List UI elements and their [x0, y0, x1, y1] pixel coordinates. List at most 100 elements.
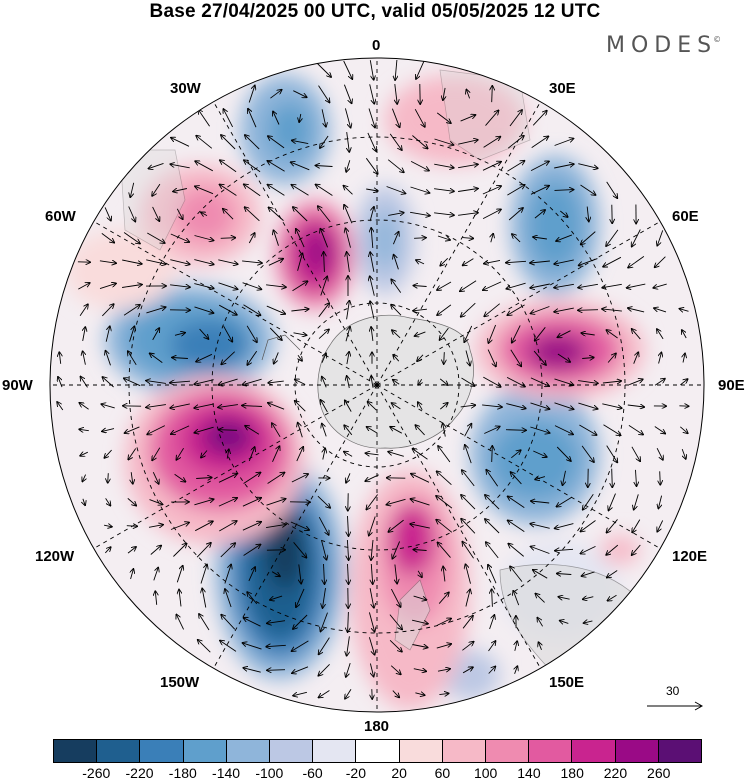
wind-arrow [392, 232, 398, 245]
wind-arrow [271, 571, 280, 577]
wind-arrow [657, 329, 664, 340]
colorbar-tick-label: -260 [82, 765, 111, 781]
wind-arrow [628, 256, 645, 267]
wind-arrow [172, 358, 188, 359]
wind-arrow [488, 565, 497, 584]
wind-arrow [657, 520, 664, 531]
wind-arrow [219, 521, 236, 532]
wind-arrow [293, 90, 306, 98]
wind-arrow [316, 166, 333, 167]
wind-arrow [660, 471, 661, 484]
wind-arrow [105, 498, 111, 505]
wind-arrow [299, 113, 301, 122]
wind-arrow [539, 642, 542, 650]
wind-arrow [413, 286, 427, 287]
wind-arrow [533, 350, 546, 365]
wind-arrow [530, 377, 549, 386]
wind-arrow [554, 164, 574, 169]
wind-arrow [174, 333, 185, 336]
wind-arrow [581, 445, 594, 462]
wind-arrow [146, 259, 166, 264]
map-boundary [49, 57, 705, 713]
lon-label-150w: 150W [160, 674, 200, 691]
wind-arrow [680, 426, 687, 433]
wind-arrow [395, 564, 397, 584]
wind-arrow [632, 544, 641, 555]
wind-arrow [658, 495, 661, 509]
wind-arrow [486, 470, 499, 487]
wind-arrow [533, 570, 548, 579]
wind-arrow [196, 543, 211, 558]
wind-arrow [150, 353, 163, 363]
wind-arrow [443, 567, 445, 582]
wind-arrow [485, 495, 500, 510]
wind-arrow [370, 663, 373, 677]
wind-arrow [410, 524, 430, 529]
wind-arrow [388, 213, 404, 216]
wind-arrow [248, 447, 254, 462]
wind-arrow [581, 545, 596, 553]
wind-arrow [581, 520, 596, 532]
wind-arrow [443, 423, 446, 437]
wind-arrow [416, 60, 425, 79]
wind-arrow [530, 161, 549, 171]
wind-arrow [320, 135, 329, 148]
wind-arrow [579, 424, 596, 435]
colorbar-swatch [398, 740, 442, 762]
wind-arrow [682, 448, 686, 459]
wind-arrow [462, 667, 473, 674]
wind-arrow [320, 229, 329, 248]
wind-arrow [81, 377, 88, 388]
colorbar-swatch [225, 740, 270, 762]
wind-arrow [581, 333, 595, 335]
wind-arrow [367, 427, 378, 434]
wind-arrow [436, 619, 451, 626]
wind-arrow [347, 376, 350, 389]
wind-arrow [248, 233, 254, 244]
wind-arrow [291, 474, 308, 483]
wind-arrow [606, 445, 618, 463]
wind-arrow [223, 326, 233, 341]
wind-arrow [510, 349, 521, 367]
wind-arrow [560, 210, 567, 217]
wind-arrow [318, 206, 331, 223]
wind-arrow [654, 379, 665, 386]
wind-arrow [293, 542, 307, 557]
wind-arrow [248, 86, 255, 103]
wind-arrow [436, 644, 451, 649]
wind-arrow [369, 516, 376, 536]
wind-arrow [460, 280, 477, 291]
wind-arrow [657, 230, 664, 245]
wind-arrow [127, 498, 136, 505]
wind-arrow [533, 450, 546, 457]
wind-arrow [318, 663, 330, 675]
wind-arrow [464, 424, 472, 437]
wind-arrow [413, 550, 427, 551]
wind-arrow [511, 472, 522, 485]
wind-arrow [462, 470, 475, 487]
wind-arrow [220, 238, 236, 239]
wind-arrow [348, 515, 349, 536]
reference-vector: 30 [646, 684, 704, 714]
wind-arrow [583, 494, 594, 509]
wind-arrow [102, 429, 115, 432]
wind-arrow [274, 230, 279, 246]
wind-arrow [632, 329, 641, 340]
wind-arrow [417, 354, 424, 361]
wind-arrow [170, 381, 191, 383]
wind-arrow [343, 84, 351, 104]
wind-arrow [128, 448, 137, 460]
wind-arrow [101, 304, 113, 317]
wind-arrow [220, 185, 237, 196]
wind-arrow [560, 621, 569, 624]
wind-arrow [392, 330, 401, 339]
wind-arrow [439, 378, 448, 385]
wind-arrow [196, 478, 212, 479]
wind-arrow [348, 563, 349, 584]
wind-arrow [104, 547, 110, 554]
wind-arrow [483, 281, 502, 290]
wind-arrow [680, 309, 689, 312]
wind-arrow [680, 379, 687, 386]
wind-arrow [508, 208, 523, 221]
wind-arrow [123, 232, 140, 244]
